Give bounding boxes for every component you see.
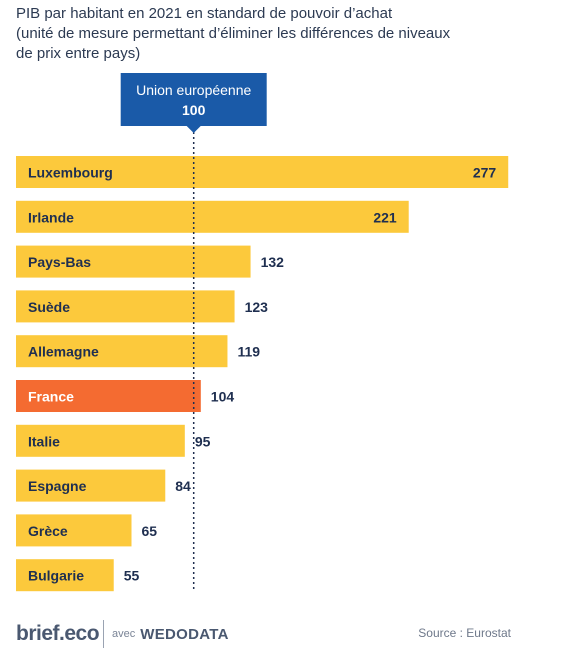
value-label: 65 (142, 523, 158, 539)
bar-pays-bas (16, 245, 251, 278)
value-label: 95 (195, 433, 211, 449)
bar-italie (16, 424, 185, 457)
value-label: 123 (245, 299, 269, 315)
value-label: 277 (473, 165, 497, 181)
category-label: Suède (28, 299, 70, 315)
value-label: 104 (211, 389, 235, 405)
bar-irlande (16, 200, 409, 233)
title-line-1: PIB par habitant en 2021 en standard de … (16, 5, 393, 22)
reference-box (120, 73, 267, 126)
value-label: 132 (261, 254, 285, 270)
value-label: 84 (175, 478, 191, 494)
category-label: Grèce (28, 523, 68, 539)
wedodata-logo: WEDODATA (140, 625, 229, 643)
category-label: Irlande (28, 209, 74, 225)
bar-allemagne (16, 335, 228, 368)
brand-divider (103, 620, 105, 648)
value-label: 55 (124, 568, 140, 584)
category-label: France (28, 389, 74, 405)
bar-chart: Luxembourg 277 Irlande 221 Pays-Bas 132 Suède 1… (16, 73, 509, 592)
bar-suède (16, 290, 235, 323)
value-label: 119 (237, 344, 260, 360)
title-line-3: de prix entre pays) (16, 45, 141, 62)
category-label: Luxembourg (28, 165, 113, 181)
bar-espagne (16, 469, 166, 502)
category-label: Italie (28, 433, 60, 449)
avec-label: avec (112, 628, 136, 640)
category-label: Espagne (28, 478, 87, 494)
bar-grèce (16, 514, 132, 547)
category-label: Pays-Bas (28, 254, 91, 270)
source-label: Source : Eurostat (418, 626, 511, 640)
footer-brand: brief.eco avec WEDODATA (16, 620, 229, 648)
chart-title: PIB par habitant en 2021 en standard de … (16, 4, 556, 64)
value-label: 221 (373, 209, 397, 225)
reference-box-pointer (186, 126, 201, 133)
reference-label: Union européenne (136, 82, 251, 98)
bar-bulgarie (16, 559, 114, 592)
bar-luxembourg (16, 156, 509, 188)
bar-france (16, 380, 201, 412)
category-label: Bulgarie (28, 568, 84, 584)
brief-eco-logo: brief.eco (16, 622, 100, 645)
reference-value: 100 (182, 102, 206, 118)
title-line-2: (unité de mesure permettant d’éliminer l… (16, 25, 451, 42)
category-label: Allemagne (28, 344, 99, 360)
